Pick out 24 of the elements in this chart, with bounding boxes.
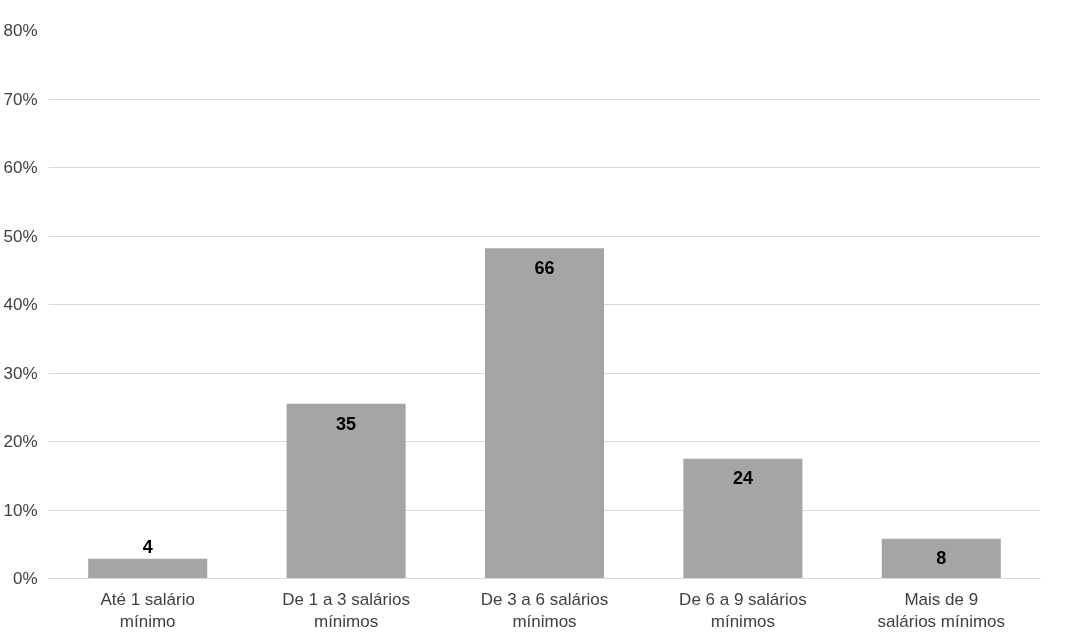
x-tick-label: De 3 a 6 salários mínimos bbox=[480, 589, 609, 632]
annotation: 35 bbox=[336, 413, 357, 434]
annotation: 24 bbox=[732, 468, 753, 489]
x-tick-label: De 1 a 3 salários mínimos bbox=[282, 589, 410, 632]
annotation: 4 bbox=[142, 537, 153, 558]
y-tick-label: 50% bbox=[3, 226, 38, 246]
y-tick-label: 70% bbox=[3, 89, 38, 109]
y-tick-label: 80% bbox=[3, 21, 38, 40]
x-tick-label: Mais de 9 salários mínimos bbox=[877, 589, 1006, 632]
x-tick-label: Até 1 salário mínimo bbox=[100, 589, 195, 632]
annotation: 8 bbox=[936, 548, 947, 569]
bar bbox=[683, 458, 803, 579]
annotation: 66 bbox=[534, 258, 555, 279]
bar bbox=[484, 248, 605, 579]
y-tick-label: 40% bbox=[3, 295, 38, 314]
y-tick-label: 10% bbox=[3, 500, 38, 520]
y-tick-label: 20% bbox=[3, 432, 38, 451]
bar bbox=[88, 558, 208, 579]
y-tick-label: 0% bbox=[12, 569, 38, 588]
bar bbox=[881, 538, 1001, 579]
x-tick-label: De 6 a 9 salários mínimos bbox=[679, 589, 807, 632]
bar bbox=[286, 403, 406, 579]
y-tick-label: 60% bbox=[3, 158, 38, 177]
y-tick-label: 30% bbox=[3, 363, 38, 383]
